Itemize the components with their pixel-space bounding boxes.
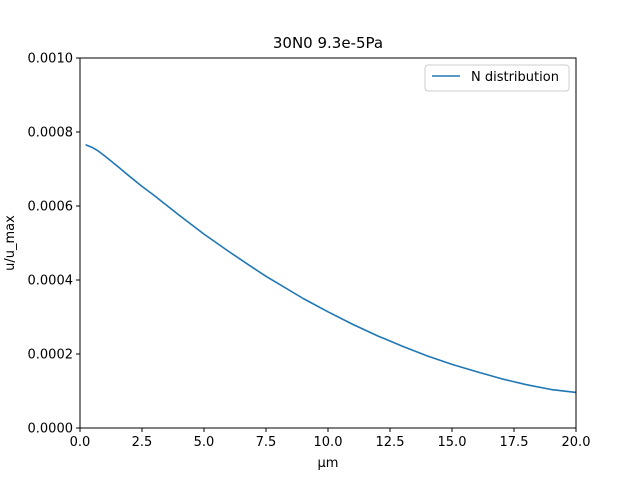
legend-label-n-distribution: N distribution xyxy=(471,70,559,85)
legend-box xyxy=(424,64,570,92)
chart-title: 30N0 9.3e-5Pa xyxy=(273,34,383,52)
x-tick-label: 10.0 xyxy=(314,435,343,450)
x-tick-label: 5.0 xyxy=(194,435,215,450)
series-layer xyxy=(85,144,576,394)
y-tick-label: 0.0000 xyxy=(28,422,74,437)
y-axis-label: u/u_max xyxy=(3,215,18,271)
plot-frame xyxy=(79,57,577,429)
x-tick-label: 2.5 xyxy=(132,435,153,450)
y-tick-label: 0.0004 xyxy=(28,274,74,289)
x-tick-label: 20.0 xyxy=(562,435,591,450)
x-tick-label: 15.0 xyxy=(438,435,467,450)
x-axis-label: μm xyxy=(318,456,339,471)
y-tick-label: 0.0002 xyxy=(28,348,74,363)
legend: N distribution xyxy=(424,64,570,92)
series-line-0 xyxy=(85,144,576,394)
x-tick-label: 0.0 xyxy=(70,435,91,450)
x-tick-label: 7.5 xyxy=(256,435,277,450)
x-tick-label: 12.5 xyxy=(376,435,405,450)
y-tick-label: 0.0006 xyxy=(28,200,74,215)
x-tick-label: 17.5 xyxy=(500,435,529,450)
ticks-layer: 0.0 2.5 5.0 7.5 10.0 12.5 15.0 17.5 20.0 0.0000 0.… xyxy=(28,52,591,451)
y-tick-label: 0.0010 xyxy=(28,52,74,67)
y-tick-label: 0.0008 xyxy=(28,126,74,141)
